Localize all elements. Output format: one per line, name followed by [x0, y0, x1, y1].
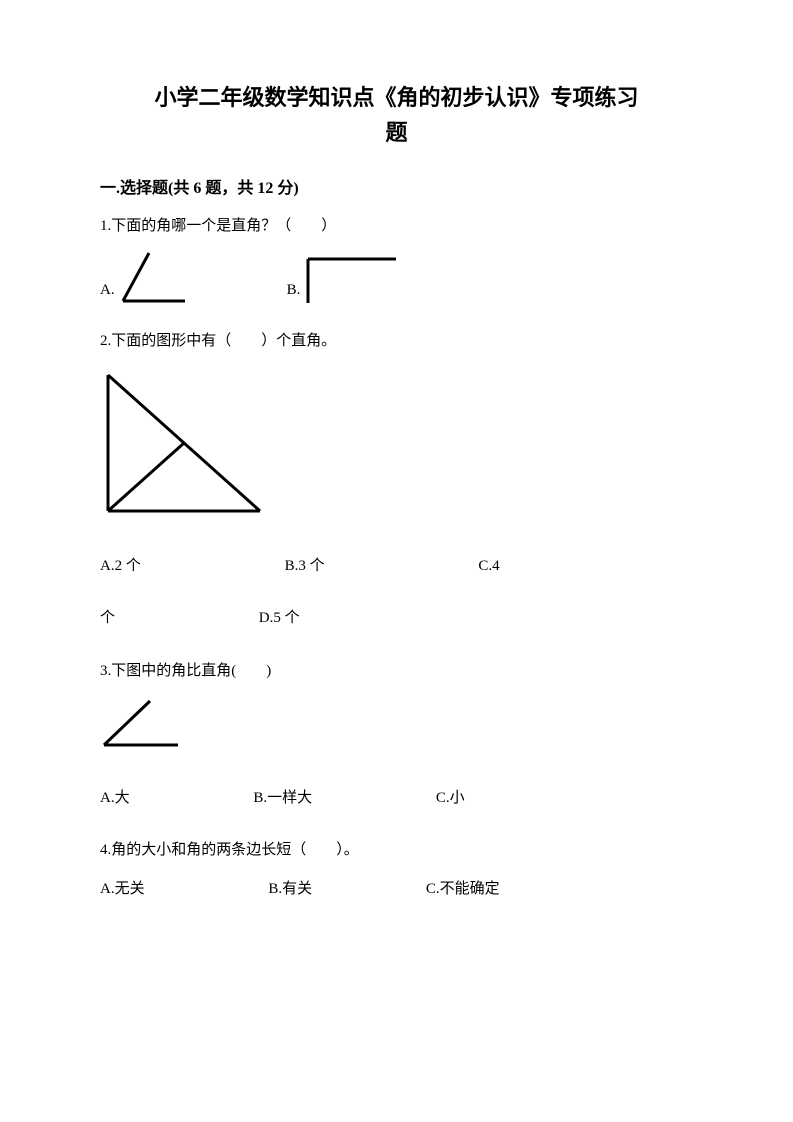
question-3-options: A.大 B.一样大 C.小: [100, 784, 693, 813]
question-4: 4.角的大小和角的两条边长短（ ）。 A.无关 B.有关 C.不能确定: [100, 836, 693, 903]
question-4-text: 4.角的大小和角的两条边长短（ ）。: [100, 836, 693, 865]
q2-option-b: B.3 个: [285, 552, 325, 581]
title-line-2: 题: [385, 120, 407, 145]
q1-option-b: B.: [287, 255, 401, 305]
q4-option-a: A.无关: [100, 875, 145, 904]
q1-option-a-label: A.: [100, 276, 115, 305]
question-1-options: A. B.: [100, 251, 693, 305]
question-3: 3.下图中的角比直角( ) A.大 B.一样大 C.小: [100, 657, 693, 813]
question-3-figure: [100, 697, 693, 760]
question-2-options-1: A.2 个 B.3 个 C.4: [100, 552, 693, 581]
q1-option-b-label: B.: [287, 276, 301, 305]
question-2: 2.下面的图形中有（ ）个直角。 A.2 个 B.3 个 C.4 个 D.5 个: [100, 327, 693, 633]
title-line-1: 小学二年级数学知识点《角的初步认识》专项练习: [154, 85, 638, 110]
question-2-options-2: 个 D.5 个: [100, 604, 693, 633]
question-2-text: 2.下面的图形中有（ ）个直角。: [100, 327, 693, 356]
question-1-text: 1.下面的角哪一个是直角？（ ）: [100, 212, 693, 241]
q1-option-a: A.: [100, 251, 197, 305]
q2-option-c-cont: 个: [100, 604, 115, 633]
q2-triangle-figure: [100, 367, 270, 517]
question-4-options: A.无关 B.有关 C.不能确定: [100, 875, 693, 904]
q3-option-b: B.一样大: [253, 784, 312, 813]
q4-option-c: C.不能确定: [426, 875, 500, 904]
q2-option-d: D.5 个: [259, 604, 300, 633]
q4-option-b: B.有关: [268, 875, 312, 904]
question-1: 1.下面的角哪一个是直角？（ ） A. B.: [100, 212, 693, 305]
q1-figure-b: [304, 255, 400, 305]
section-1-header: 一.选择题(共 6 题，共 12 分): [100, 174, 693, 198]
question-2-figure: [100, 367, 693, 528]
q3-angle-figure: [100, 697, 186, 749]
worksheet-page: 小学二年级数学知识点《角的初步认识》专项练习 题 一.选择题(共 6 题，共 1…: [0, 0, 793, 1122]
q1-figure-a: [119, 251, 197, 305]
q3-option-a: A.大: [100, 784, 130, 813]
question-3-text: 3.下图中的角比直角( ): [100, 657, 693, 686]
page-title: 小学二年级数学知识点《角的初步认识》专项练习 题: [100, 80, 693, 150]
q2-option-c: C.4: [478, 552, 499, 581]
q2-option-a: A.2 个: [100, 552, 141, 581]
q3-option-c: C.小: [436, 784, 465, 813]
